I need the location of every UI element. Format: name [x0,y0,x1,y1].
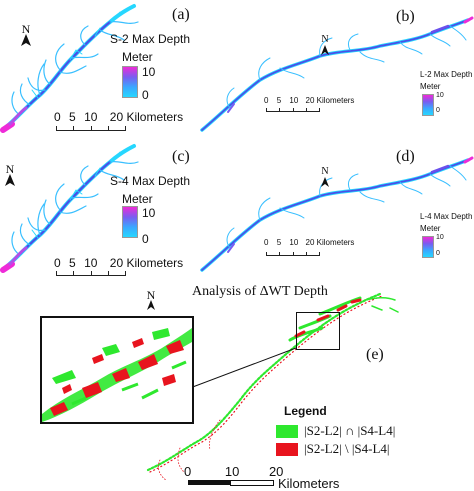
river-map-b [200,16,474,132]
scale-tick: 10 [289,238,299,247]
scale-tick: 0 [54,110,61,124]
scale-bar-b [266,104,320,112]
scale-tick: 0 [264,238,269,247]
panel-label-b: (b) [396,8,415,25]
north-label: N [21,22,31,36]
scale-tick: 20 Kilometers [109,110,184,124]
colorbar-max-c: 10 [142,206,156,220]
colorbar-d [422,236,434,258]
inset-map-detail [42,328,192,422]
scale-labels-a: 0 5 10 20 Kilometers [54,110,183,124]
colorbar-min-b: 0 [436,107,440,114]
scale-tick: 5 [69,110,76,124]
colorbar-min-d: 0 [436,250,440,257]
scale-labels-c: 0 5 10 20 Kilometers [54,256,183,270]
scale-labels-d: 0 5 10 20 Kilometers [264,238,354,247]
colorbar-unit-d: Meter [420,224,441,233]
scale-tick: 20 Kilometers [305,238,355,247]
inset-map [40,316,194,424]
scale-labels-e: 0 10 20 [184,464,283,479]
panel-title-b: L-2 Max Depth [420,70,473,79]
north-arrow-a: N [18,22,34,46]
colorbar-min-a: 0 [142,88,149,102]
legend-label-intersection: |S2-L2| ∩ |S4-L4| [304,423,396,438]
scale-tick: 10 [289,96,299,105]
panel-title-a: S-2 Max Depth [110,32,191,46]
scale-bar-c [56,266,126,276]
scale-tick: 10 [84,110,98,124]
colorbar-max-d: 10 [436,234,444,241]
north-arrow-c: N [2,162,18,186]
scale-unit-e: Kilometers [278,476,340,491]
colorbar-unit-a: Meter [122,50,153,64]
panel-label-d: (d) [396,148,415,165]
scale-bar-d [266,248,320,256]
scale-tick: 20 [268,464,284,479]
scale-bar-e [188,480,274,486]
north-arrow-e: N [144,288,158,310]
river-map-d [200,156,474,272]
legend-title: Legend [284,404,327,418]
panel-label-e: (e) [366,346,384,363]
legend-swatch-green [276,425,298,438]
scale-bar-a [56,121,126,131]
north-arrow-b: N [318,34,332,55]
north-arrow-icon [147,300,155,310]
scale-tick: 5 [276,96,282,105]
north-arrow-d: N [318,166,332,187]
north-label: N [321,34,329,45]
panel-e-title: Analysis of ΔWT Depth [192,284,328,299]
north-arrow-icon [321,45,329,55]
colorbar-a [122,66,138,98]
panel-title-c: S-4 Max Depth [110,174,191,188]
north-label: N [321,166,329,177]
scale-tick: 10 [84,256,98,270]
river-map-a [0,4,139,133]
panel-e: Analysis of ΔWT Depth N (e) [0,280,474,491]
colorbar-b [422,94,434,116]
panel-a: N (a) S-2 Max Depth Meter 10 0 0 5 10 20… [0,0,200,140]
panel-b: N (b) L-2 Max Depth Meter 10 0 0 5 10 20… [200,0,474,140]
colorbar-unit-b: Meter [420,82,441,91]
panel-title-d: L-4 Max Depth [420,212,473,221]
north-arrow-icon [5,174,15,186]
river-map-c [0,144,139,273]
colorbar-unit-c: Meter [122,192,153,206]
panel-c: N (c) S-4 Max Depth 10 0 Meter 0 5 10 20… [0,140,200,280]
scale-tick: 0 [54,256,61,270]
north-arrow-icon [321,177,329,187]
north-label: N [5,162,15,176]
north-arrow-icon [21,34,31,46]
north-label: N [146,288,156,302]
scale-tick: 5 [276,238,282,247]
scale-labels-b: 0 5 10 20 Kilometers [264,96,354,105]
colorbar-max-a: 10 [142,65,156,79]
panel-label-a: (a) [172,6,190,23]
scale-tick: 20 Kilometers [109,256,184,270]
legend-swatch-red [276,443,298,456]
legend-label-difference: |S2-L2| \ |S4-L4| [304,441,390,456]
scale-tick: 0 [264,96,269,105]
panel-d: N (d) L-4 Max Depth Meter 10 0 0 5 10 20… [200,140,474,280]
colorbar-max-b: 10 [436,92,444,99]
colorbar-c [122,206,138,238]
scale-tick: 10 [224,464,240,479]
inset-highlight-box [296,312,340,350]
panel-label-c: (c) [172,148,190,165]
scale-tick: 5 [69,256,76,270]
colorbar-min-c: 0 [142,232,149,246]
scale-tick: 0 [184,464,192,479]
scale-tick: 20 Kilometers [305,96,355,105]
